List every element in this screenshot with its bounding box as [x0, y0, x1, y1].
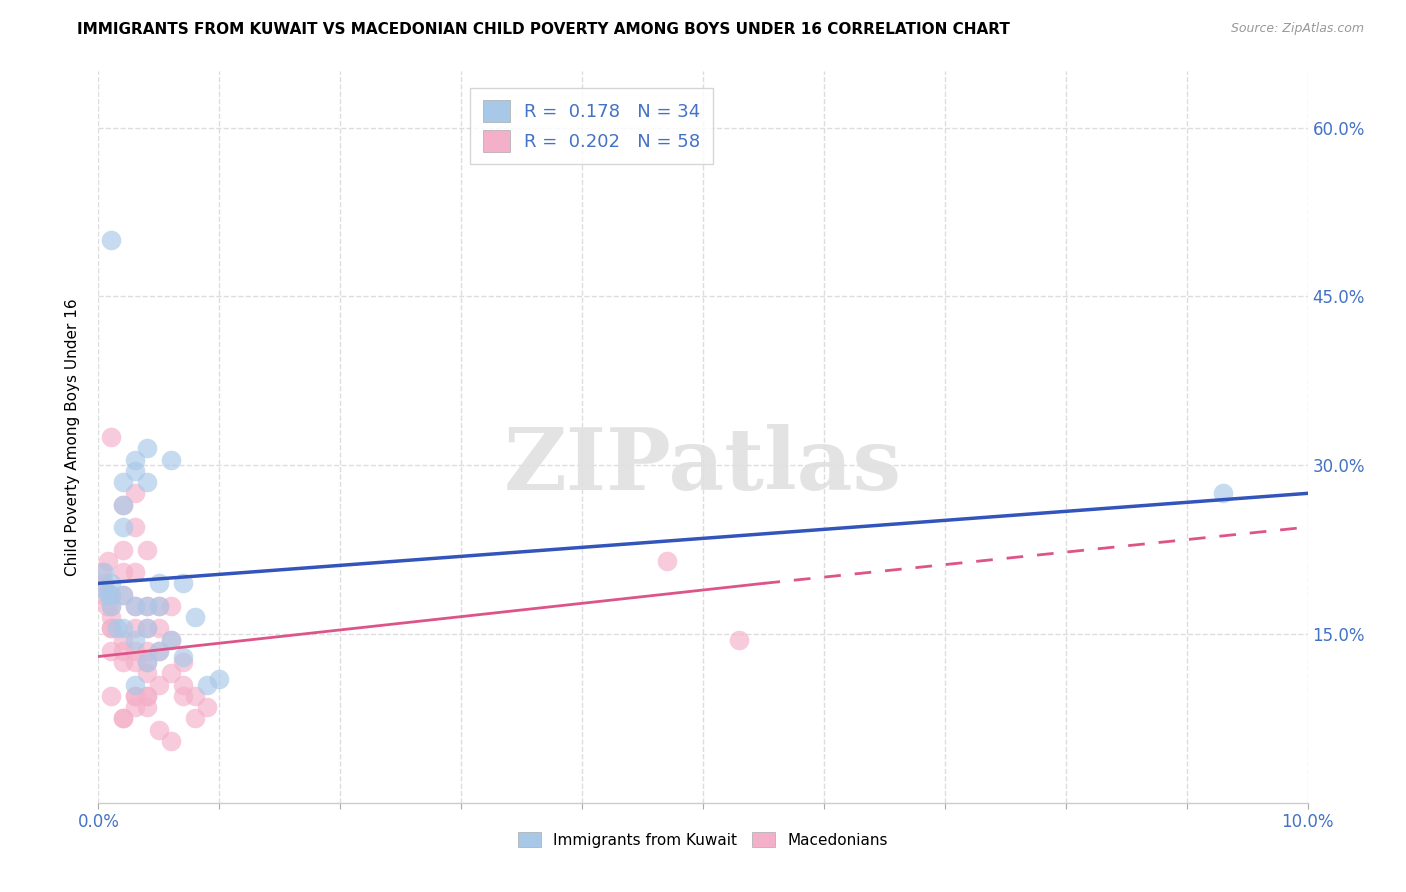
Point	[111, 498, 134, 512]
Point	[111, 632, 134, 647]
Point	[124, 464, 146, 478]
Point	[148, 599, 170, 613]
Point	[172, 689, 194, 703]
Point	[148, 599, 170, 613]
Point	[91, 565, 114, 579]
Point	[172, 678, 194, 692]
Point	[135, 621, 157, 635]
Point	[135, 655, 157, 669]
Point	[208, 672, 231, 686]
Point	[135, 442, 157, 456]
Point	[172, 649, 194, 664]
Point	[160, 632, 183, 647]
Point	[100, 621, 122, 635]
Point	[100, 689, 122, 703]
Point	[124, 632, 146, 647]
Point	[160, 452, 183, 467]
Point	[100, 576, 122, 591]
Point	[111, 565, 134, 579]
Point	[135, 599, 157, 613]
Point	[124, 599, 146, 613]
Point	[93, 565, 115, 579]
Point	[124, 655, 146, 669]
Point	[195, 700, 218, 714]
Point	[160, 599, 183, 613]
Y-axis label: Child Poverty Among Boys Under 16: Child Poverty Among Boys Under 16	[65, 298, 80, 576]
Point	[148, 621, 170, 635]
Point	[135, 599, 157, 613]
Point	[100, 644, 122, 658]
Point	[1212, 486, 1234, 500]
Point	[172, 655, 194, 669]
Point	[111, 644, 134, 658]
Point	[135, 542, 157, 557]
Point	[111, 588, 134, 602]
Point	[100, 610, 122, 624]
Point	[172, 576, 194, 591]
Point	[135, 475, 157, 489]
Point	[655, 554, 678, 568]
Point	[195, 678, 218, 692]
Point	[100, 588, 122, 602]
Point	[96, 599, 118, 613]
Point	[148, 723, 170, 737]
Point	[111, 711, 134, 725]
Point	[184, 610, 207, 624]
Point	[111, 475, 134, 489]
Point	[100, 588, 122, 602]
Point	[124, 486, 146, 500]
Point	[111, 711, 134, 725]
Point	[184, 689, 207, 703]
Point	[124, 621, 146, 635]
Point	[124, 689, 146, 703]
Point	[111, 588, 134, 602]
Point	[111, 655, 134, 669]
Point	[160, 666, 183, 681]
Point	[111, 498, 134, 512]
Point	[111, 542, 134, 557]
Point	[124, 678, 146, 692]
Point	[100, 621, 122, 635]
Point	[135, 644, 157, 658]
Point	[124, 452, 146, 467]
Point	[135, 655, 157, 669]
Point	[100, 599, 122, 613]
Point	[93, 588, 115, 602]
Point	[728, 632, 751, 647]
Point	[124, 565, 146, 579]
Point	[184, 711, 207, 725]
Point	[97, 588, 120, 602]
Point	[135, 689, 157, 703]
Point	[105, 621, 128, 635]
Text: IMMIGRANTS FROM KUWAIT VS MACEDONIAN CHILD POVERTY AMONG BOYS UNDER 16 CORRELATI: IMMIGRANTS FROM KUWAIT VS MACEDONIAN CHI…	[77, 22, 1010, 37]
Point	[124, 644, 146, 658]
Point	[135, 700, 157, 714]
Text: ZIPatlas: ZIPatlas	[503, 425, 903, 508]
Point	[93, 576, 115, 591]
Text: Source: ZipAtlas.com: Source: ZipAtlas.com	[1230, 22, 1364, 36]
Point	[148, 678, 170, 692]
Point	[124, 599, 146, 613]
Point	[111, 621, 134, 635]
Point	[135, 666, 157, 681]
Point	[135, 689, 157, 703]
Point	[97, 554, 120, 568]
Point	[148, 644, 170, 658]
Point	[100, 233, 122, 247]
Point	[100, 430, 122, 444]
Legend: Immigrants from Kuwait, Macedonians: Immigrants from Kuwait, Macedonians	[512, 825, 894, 854]
Point	[160, 734, 183, 748]
Point	[100, 599, 122, 613]
Point	[124, 520, 146, 534]
Point	[124, 700, 146, 714]
Point	[124, 689, 146, 703]
Point	[160, 632, 183, 647]
Point	[135, 621, 157, 635]
Point	[148, 576, 170, 591]
Point	[93, 582, 115, 596]
Point	[111, 520, 134, 534]
Point	[148, 644, 170, 658]
